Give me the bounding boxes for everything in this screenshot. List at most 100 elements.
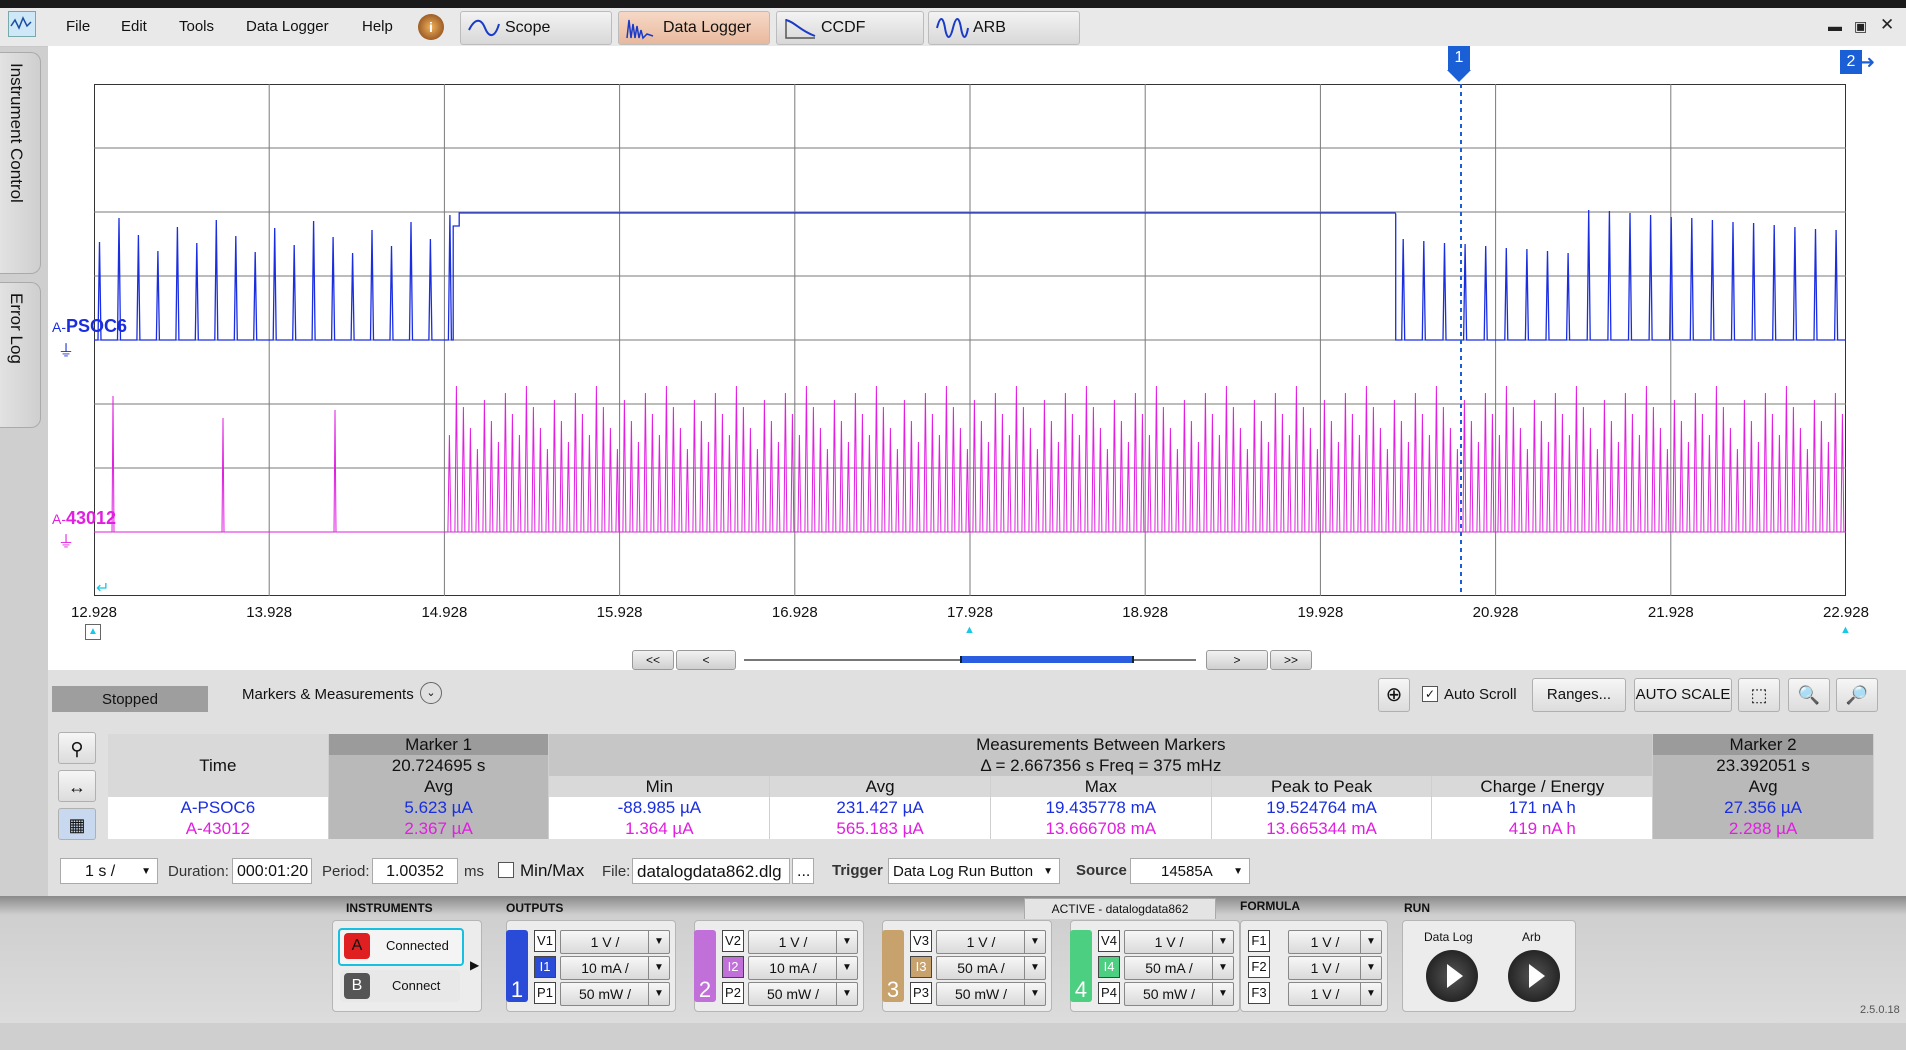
zoom-out-icon[interactable]: 🔎 (1836, 678, 1878, 712)
instrument-b[interactable]: B Connect (340, 970, 460, 1002)
probe-icon[interactable]: ⚲ (58, 732, 96, 764)
trigger-point-icon[interactable]: ▲ (85, 624, 101, 640)
output-1-v-scale[interactable]: 1 V / ▼ (560, 930, 670, 954)
grid-view-icon[interactable]: ▦ (58, 808, 96, 840)
marker-span-icon[interactable]: ↔ (58, 770, 96, 802)
data-log-run-button[interactable] (1426, 950, 1478, 1002)
trigger-marker-icon[interactable]: ↵ (96, 580, 110, 597)
row-name: A-PSOC6 (108, 797, 329, 818)
formula-2-scale[interactable]: 1 V / ▼ (1288, 956, 1382, 980)
ch1-ground-icon[interactable]: ⏚ (58, 343, 75, 360)
file-field[interactable]: datalogdata862.dlg (632, 858, 790, 884)
period-unit: ms (464, 863, 484, 880)
ch2-ground-icon[interactable]: ⏚ (58, 534, 75, 551)
maximize-icon[interactable]: ▣ (1854, 18, 1868, 34)
output-1-color-bar[interactable]: 1 (506, 930, 528, 1002)
arb-run-button[interactable] (1508, 950, 1560, 1002)
chevron-right-icon[interactable]: ▶ (470, 958, 480, 972)
chevron-down-icon: ▼ (648, 983, 669, 1005)
close-icon[interactable]: ✕ (1880, 15, 1895, 34)
charge-header: Charge / Energy (1431, 776, 1654, 797)
menu-tools[interactable]: Tools (179, 18, 215, 35)
menu-data-logger[interactable]: Data Logger (246, 18, 329, 35)
output-4-v-scale[interactable]: 1 V / ▼ (1124, 930, 1234, 954)
instrument-a[interactable]: A Connected (338, 928, 464, 966)
output-3-p-scale[interactable]: 50 mW / ▼ (936, 982, 1046, 1006)
info-icon[interactable]: i (418, 14, 444, 40)
zoom-in-icon[interactable]: 🔍 (1788, 678, 1830, 712)
menu-file[interactable]: File (66, 18, 91, 35)
marker-1-flag[interactable]: 1 (1448, 46, 1470, 70)
tab-ccdf[interactable]: CCDF (776, 11, 924, 45)
timebase-value: 1 s / (85, 863, 116, 880)
output-2-p-toggle[interactable]: P2 (722, 982, 744, 1004)
source-select[interactable]: 14585A ▼ (1130, 858, 1250, 884)
output-1-p-toggle[interactable]: P1 (534, 982, 556, 1004)
scroll-thumb[interactable] (960, 656, 1134, 663)
auto-scale-button[interactable]: AUTO SCALE (1634, 678, 1732, 712)
tab-arb[interactable]: ARB (928, 11, 1080, 45)
scale-value: 50 mW / (954, 986, 1008, 1002)
zoom-box-icon[interactable]: ⬚ (1738, 678, 1780, 712)
output-4-p-scale[interactable]: 50 mW / ▼ (1124, 982, 1234, 1006)
view-marker-right-icon: ▲ (1840, 624, 1851, 636)
duration-field[interactable]: 000:01:20 (232, 858, 312, 884)
output-3-i-scale[interactable]: 50 mA / ▼ (936, 956, 1046, 980)
scroll-next-button[interactable]: > (1206, 650, 1268, 670)
output-3-v-toggle[interactable]: V3 (910, 930, 932, 952)
output-3-i-toggle[interactable]: I3 (910, 956, 932, 978)
markers-measurements-label[interactable]: Markers & Measurements (242, 686, 414, 703)
formula-3-toggle[interactable]: F3 (1248, 982, 1270, 1004)
ranges-button[interactable]: Ranges... (1532, 678, 1626, 712)
output-1-i-scale[interactable]: 10 mA / ▼ (560, 956, 670, 980)
formula-3-scale[interactable]: 1 V / ▼ (1288, 982, 1382, 1006)
active-file-tab[interactable]: ACTIVE - datalogdata862 (1024, 898, 1216, 919)
output-4-i-toggle[interactable]: I4 (1098, 956, 1120, 978)
formula-1-scale[interactable]: 1 V / ▼ (1288, 930, 1382, 954)
menu-edit[interactable]: Edit (121, 18, 147, 35)
output-3-color-bar[interactable]: 3 (882, 930, 904, 1002)
minmax-checkbox[interactable] (498, 862, 514, 878)
add-marker-icon[interactable]: ⊕ (1378, 678, 1410, 712)
side-tab-instrument-control[interactable]: Instrument Control (0, 52, 41, 274)
chevron-down-icon[interactable]: ⌄ (420, 682, 442, 704)
output-2-color-bar[interactable]: 2 (694, 930, 716, 1002)
output-2-v-toggle[interactable]: V2 (722, 930, 744, 952)
marker-2-flag[interactable]: 2 (1840, 50, 1862, 74)
output-2-v-scale[interactable]: 1 V / ▼ (748, 930, 858, 954)
duration-label: Duration: (168, 863, 229, 880)
period-field[interactable]: 1.00352 (372, 858, 458, 884)
row-min: -88.985 µA (548, 797, 771, 818)
x-tick-label: 20.928 (1472, 604, 1519, 621)
output-2-i-toggle[interactable]: I2 (722, 956, 744, 978)
auto-scroll-checkbox[interactable]: ✓ (1422, 686, 1438, 702)
output-1-i-toggle[interactable]: I1 (534, 956, 556, 978)
ch2-prefix: A- (52, 511, 66, 527)
timebase-select[interactable]: 1 s / ▼ (60, 858, 158, 884)
output-4-p-toggle[interactable]: P4 (1098, 982, 1120, 1004)
menu-help[interactable]: Help (362, 18, 393, 35)
scroll-first-button[interactable]: << (632, 650, 674, 670)
scroll-prev-button[interactable]: < (676, 650, 736, 670)
minimize-icon[interactable]: ▬ (1828, 18, 1842, 34)
trigger-select[interactable]: Data Log Run Button ▼ (888, 858, 1060, 884)
output-4-v-toggle[interactable]: V4 (1098, 930, 1120, 952)
time-label: Time (108, 755, 329, 776)
output-2-p-scale[interactable]: 50 mW / ▼ (748, 982, 858, 1006)
formula-1-toggle[interactable]: F1 (1248, 930, 1270, 952)
output-4-color-bar[interactable]: 4 (1070, 930, 1092, 1002)
tab-scope[interactable]: Scope (460, 11, 612, 45)
data-log-label: Data Log (1424, 930, 1473, 944)
file-browse-button[interactable]: ... (792, 858, 814, 884)
output-1-v-toggle[interactable]: V1 (534, 930, 556, 952)
formula-2-toggle[interactable]: F2 (1248, 956, 1270, 978)
output-3-p-toggle[interactable]: P3 (910, 982, 932, 1004)
output-3-v-scale[interactable]: 1 V / ▼ (936, 930, 1046, 954)
data-logger-plot[interactable] (94, 84, 1846, 596)
output-4-i-scale[interactable]: 50 mA / ▼ (1124, 956, 1234, 980)
output-2-i-scale[interactable]: 10 mA / ▼ (748, 956, 858, 980)
tab-data-logger[interactable]: Data Logger (618, 11, 770, 45)
side-tab-error-log[interactable]: Error Log (0, 282, 41, 428)
scroll-last-button[interactable]: >> (1270, 650, 1312, 670)
output-1-p-scale[interactable]: 50 mW / ▼ (560, 982, 670, 1006)
